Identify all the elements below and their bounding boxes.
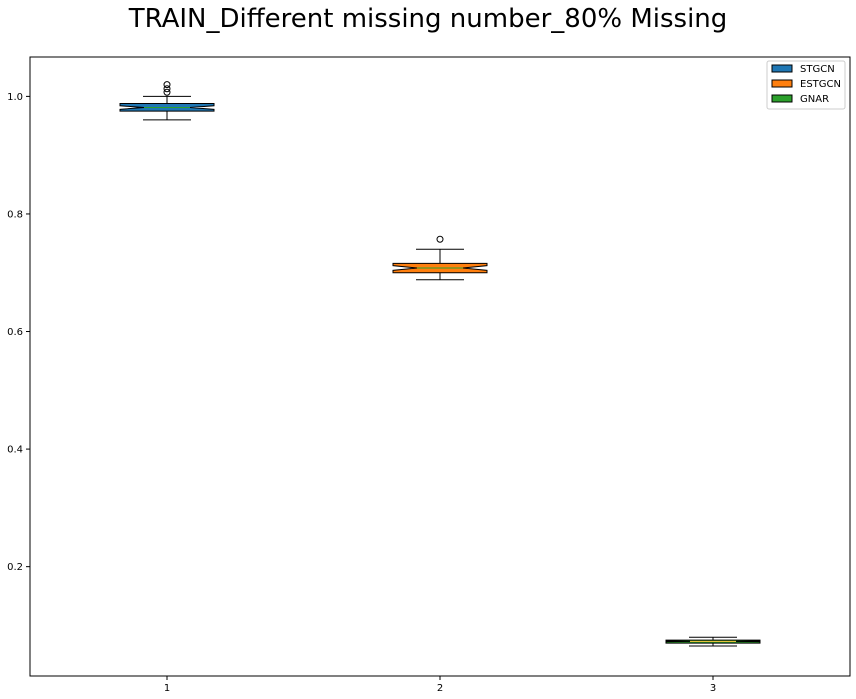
box-stgcn [119, 81, 215, 121]
y-tick-label: 0.4 [7, 445, 23, 456]
y-axis: 0.2 0.4 0.6 0.8 1.0 [7, 92, 30, 573]
chart-title: TRAIN_Different missing number_80% Missi… [128, 4, 728, 34]
legend: STGCN ESTGCN GNAR [766, 60, 846, 110]
y-tick-label: 0.6 [7, 327, 23, 338]
x-axis: 1 2 3 [164, 676, 716, 694]
outlier-point [163, 85, 171, 93]
box-gnar [665, 636, 761, 647]
legend-label: GNAR [800, 94, 829, 105]
outlier-point [163, 88, 171, 96]
outlier-point [436, 235, 444, 243]
legend-swatch [771, 79, 793, 88]
legend-swatch [771, 94, 793, 103]
x-tick-label: 2 [437, 683, 443, 694]
x-tick-label: 3 [710, 683, 716, 694]
y-tick-label: 0.2 [7, 562, 23, 573]
legend-swatch [771, 64, 793, 73]
box-estgcn [392, 235, 488, 281]
boxes [119, 81, 761, 647]
legend-label: ESTGCN [800, 79, 841, 90]
y-tick-label: 1.0 [7, 92, 23, 103]
outlier-point [163, 81, 171, 89]
plot-area [29, 56, 851, 677]
x-tick-label: 1 [164, 683, 170, 694]
y-tick-label: 0.8 [7, 209, 23, 220]
legend-label: STGCN [800, 64, 835, 75]
